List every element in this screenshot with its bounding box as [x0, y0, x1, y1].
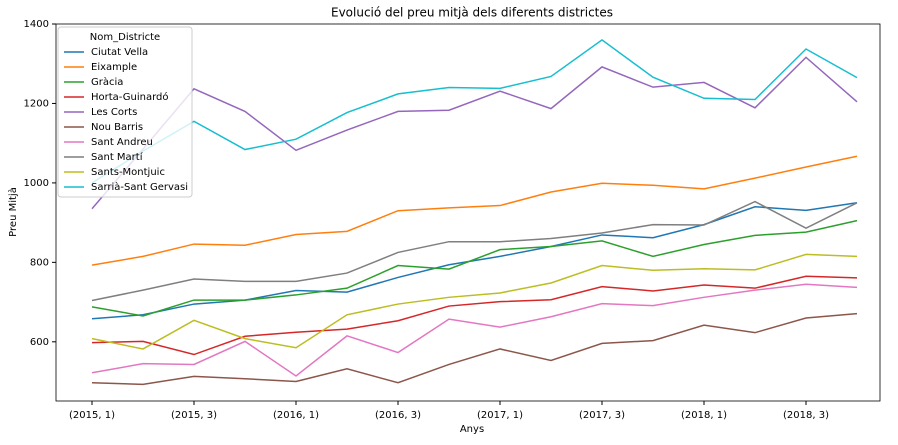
legend-box [57, 26, 193, 198]
legend-label: Les Corts [91, 107, 137, 118]
legend-label: Sant Martí [91, 151, 144, 163]
x-tick-label: (2018, 3) [783, 410, 829, 421]
x-tick-label: (2017, 3) [579, 410, 625, 421]
y-tick-label: 800 [30, 257, 49, 268]
line [91, 155, 858, 266]
line [91, 253, 858, 350]
y-axis-label: Preu Mitjà [7, 187, 19, 237]
legend-label: Gràcia [91, 76, 123, 88]
legend-label: Ciutat Vella [91, 47, 148, 58]
legend-title: Nom_Districte [90, 32, 160, 43]
legend-label: Sarrià-Sant Gervasi [91, 181, 188, 193]
legend-label: Nou Barris [91, 122, 143, 133]
x-axis-label: Anys [460, 424, 484, 435]
x-tick-label: (2015, 3) [171, 410, 217, 421]
line [91, 219, 858, 317]
legend-label: Eixample [91, 62, 137, 73]
legend-label: Horta-Guinardó [91, 91, 169, 103]
legend-label: Sant Andreu [91, 137, 153, 148]
x-tick-label: (2017, 1) [477, 410, 523, 421]
y-tick-label: 1400 [24, 19, 49, 30]
line [91, 283, 858, 377]
chart-title: Evolució del preu mitjà dels diferents d… [331, 6, 613, 20]
line [91, 202, 858, 320]
y-tick-label: 1000 [24, 178, 49, 189]
line [91, 38, 858, 184]
line [91, 200, 858, 302]
legend: Nom_Districte Ciutat Vella Eixample Gràcia H… [57, 26, 193, 198]
x-tick-label: (2015, 1) [69, 410, 115, 421]
legend-label: Sants-Montjuic [91, 167, 165, 178]
y-tick-label: 600 [30, 337, 49, 348]
line [91, 275, 858, 356]
x-tick-label: (2016, 1) [273, 410, 319, 421]
x-tick-label: (2018, 1) [681, 410, 727, 421]
line [91, 312, 858, 386]
line [91, 56, 858, 210]
y-tick-label: 1200 [24, 98, 49, 109]
x-tick-label: (2016, 3) [375, 410, 421, 421]
plot-frame [55, 23, 881, 402]
